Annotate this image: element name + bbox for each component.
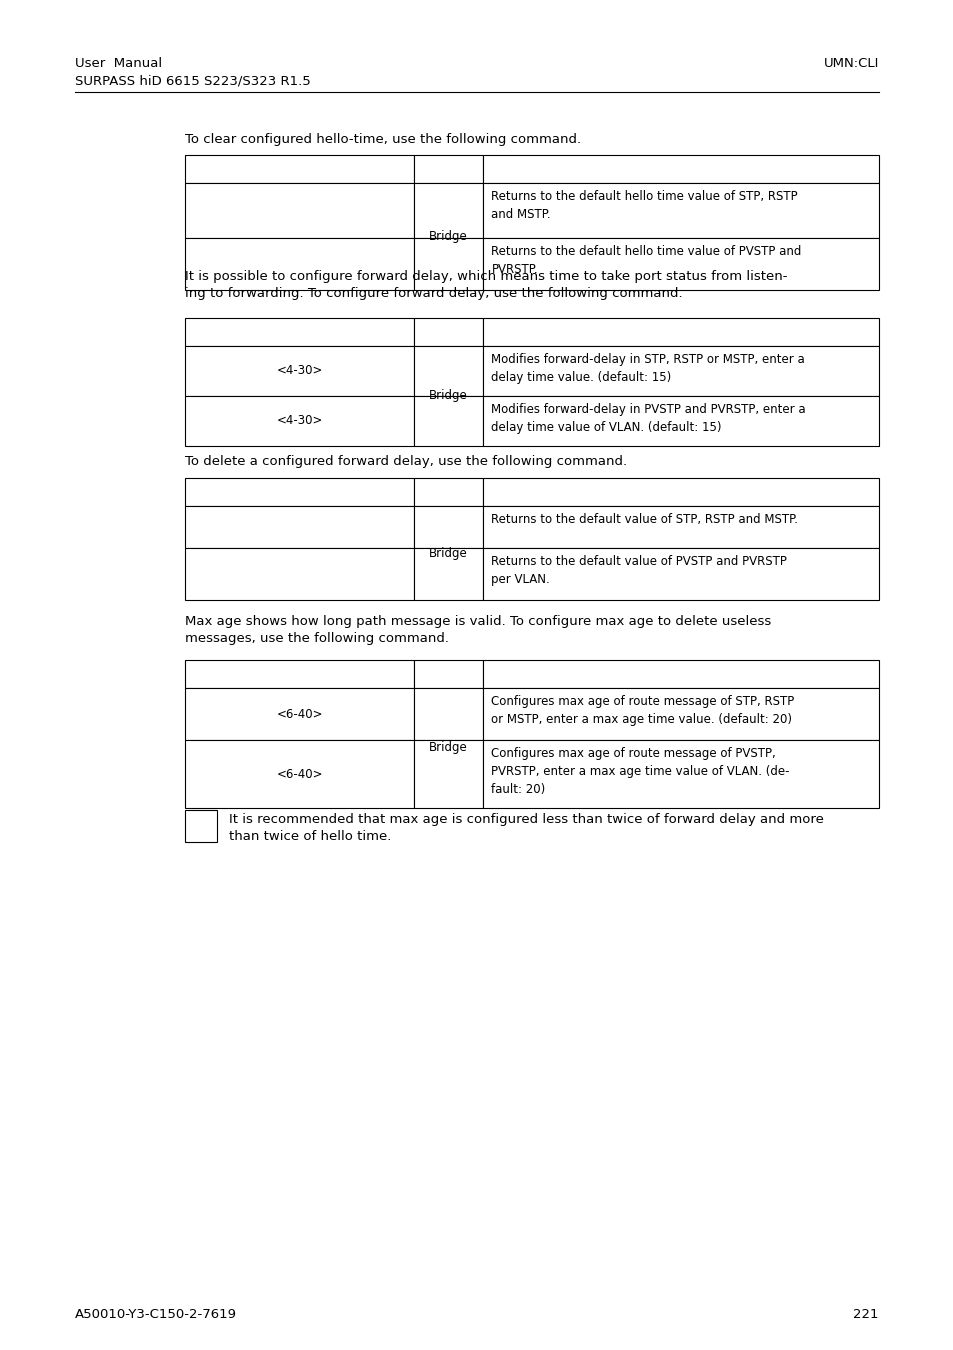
Text: Max age shows how long path message is valid. To configure max age to delete use: Max age shows how long path message is v…: [185, 616, 770, 645]
Text: To clear configured hello-time, use the following command.: To clear configured hello-time, use the …: [185, 134, 580, 146]
Text: Bridge: Bridge: [429, 230, 468, 243]
Bar: [185, 319, 414, 346]
Bar: [414, 740, 483, 809]
Bar: [483, 660, 878, 688]
Text: A50010-Y3-C150-2-7619: A50010-Y3-C150-2-7619: [75, 1308, 236, 1322]
Bar: [185, 810, 216, 842]
Text: UMN:CLI: UMN:CLI: [822, 57, 878, 70]
Bar: [185, 548, 414, 599]
Bar: [483, 155, 878, 184]
Text: Bridge: Bridge: [429, 547, 468, 559]
Text: Returns to the default value of PVSTP and PVRSTP
per VLAN.: Returns to the default value of PVSTP an…: [491, 555, 786, 586]
Text: 221: 221: [853, 1308, 878, 1322]
Text: SURPASS hiD 6615 S223/S323 R1.5: SURPASS hiD 6615 S223/S323 R1.5: [75, 74, 311, 86]
Bar: [185, 660, 414, 688]
Bar: [185, 238, 414, 290]
Text: <6-40>: <6-40>: [276, 707, 322, 721]
Bar: [414, 396, 483, 446]
Bar: [483, 238, 878, 290]
Bar: [185, 155, 414, 184]
Bar: [414, 319, 483, 346]
Bar: [185, 184, 414, 238]
Bar: [414, 548, 483, 599]
Text: Bridge: Bridge: [429, 741, 468, 755]
Text: <4-30>: <4-30>: [276, 364, 322, 378]
Bar: [483, 548, 878, 599]
Text: To delete a configured forward delay, use the following command.: To delete a configured forward delay, us…: [185, 455, 626, 468]
Text: <6-40>: <6-40>: [276, 768, 322, 780]
Bar: [414, 184, 483, 238]
Bar: [483, 184, 878, 238]
Bar: [185, 396, 414, 446]
Bar: [185, 478, 414, 506]
Bar: [483, 319, 878, 346]
Bar: [185, 506, 414, 548]
Text: Returns to the default value of STP, RSTP and MSTP.: Returns to the default value of STP, RST…: [491, 513, 798, 526]
Bar: [483, 478, 878, 506]
Text: It is recommended that max age is configured less than twice of forward delay an: It is recommended that max age is config…: [229, 813, 823, 842]
Bar: [414, 506, 483, 548]
Text: Returns to the default hello time value of STP, RSTP
and MSTP.: Returns to the default hello time value …: [491, 190, 798, 221]
Text: <4-30>: <4-30>: [276, 414, 322, 428]
Bar: [414, 688, 483, 740]
Bar: [414, 238, 483, 290]
Text: Modifies forward-delay in STP, RSTP or MSTP, enter a
delay time value. (default:: Modifies forward-delay in STP, RSTP or M…: [491, 352, 804, 383]
Bar: [483, 506, 878, 548]
Bar: [483, 346, 878, 396]
Text: Configures max age of route message of STP, RSTP
or MSTP, enter a max age time v: Configures max age of route message of S…: [491, 695, 794, 726]
Bar: [414, 660, 483, 688]
Bar: [185, 688, 414, 740]
Bar: [483, 396, 878, 446]
Bar: [483, 688, 878, 740]
Text: User  Manual: User Manual: [75, 57, 162, 70]
Text: Configures max age of route message of PVSTP,
PVRSTP, enter a max age time value: Configures max age of route message of P…: [491, 747, 789, 796]
Bar: [414, 346, 483, 396]
Bar: [414, 478, 483, 506]
Text: Modifies forward-delay in PVSTP and PVRSTP, enter a
delay time value of VLAN. (d: Modifies forward-delay in PVSTP and PVRS…: [491, 404, 805, 433]
Text: Bridge: Bridge: [429, 390, 468, 402]
Text: Returns to the default hello time value of PVSTP and
PVRSTP.: Returns to the default hello time value …: [491, 244, 801, 275]
Text: It is possible to configure forward delay, which means time to take port status : It is possible to configure forward dela…: [185, 270, 786, 300]
Bar: [483, 740, 878, 809]
Bar: [185, 346, 414, 396]
Bar: [185, 740, 414, 809]
Bar: [414, 155, 483, 184]
